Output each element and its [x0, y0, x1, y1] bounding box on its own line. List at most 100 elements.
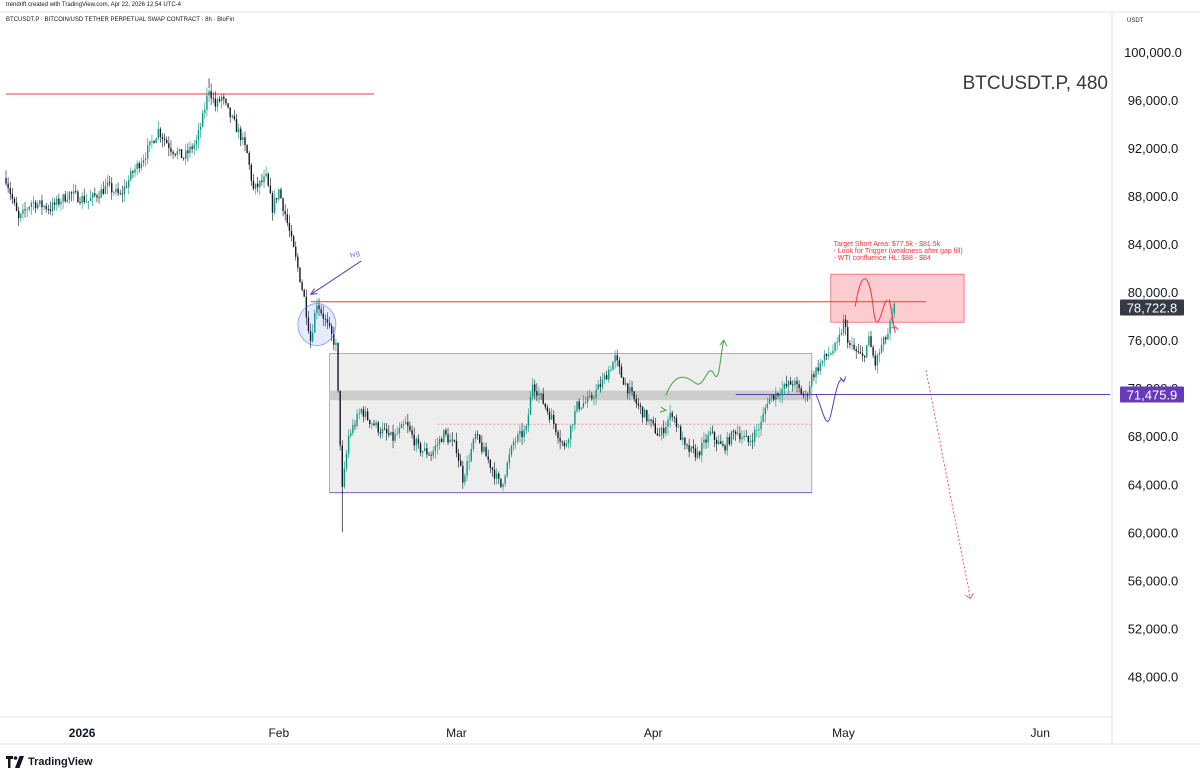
symbol-description: BTCUSDT.P · BITCOIN/USD TETHER PERPETUAL… [6, 17, 235, 23]
candle [597, 379, 599, 390]
candle [189, 141, 191, 158]
candle-body [893, 303, 895, 314]
candle [106, 175, 109, 195]
candle [847, 319, 849, 349]
candle [246, 144, 248, 154]
candle-body [679, 426, 682, 440]
candle [830, 351, 832, 356]
candle-body [667, 420, 669, 427]
candle [878, 348, 881, 363]
candle-body [254, 183, 257, 189]
candles [5, 83, 895, 495]
candle [366, 408, 369, 421]
candle [806, 392, 809, 402]
candle-body [66, 199, 69, 202]
bullish-projection-arrowhead [719, 339, 728, 347]
candle-body [690, 446, 692, 452]
candle [479, 434, 481, 444]
candle-body [768, 398, 771, 404]
candle [168, 136, 170, 157]
candle-body [72, 191, 75, 194]
candle [144, 152, 147, 167]
candle-body [565, 443, 568, 447]
candle-body [430, 455, 432, 457]
candle [85, 193, 88, 204]
candle-body [885, 337, 887, 340]
candle [337, 342, 339, 393]
candle [498, 471, 500, 485]
candle [445, 428, 447, 437]
candle-body [352, 425, 354, 434]
candle-body [460, 460, 462, 467]
candle-body [732, 431, 735, 433]
candle [267, 172, 269, 187]
candle-body [823, 353, 826, 361]
candle-body [855, 349, 857, 352]
candle [802, 391, 805, 399]
candle [711, 425, 714, 434]
candle [301, 279, 303, 292]
candle [125, 181, 128, 189]
candle [715, 436, 718, 452]
candle-body [290, 230, 293, 237]
candle [861, 346, 864, 362]
candle [682, 431, 684, 446]
candle-body [783, 383, 785, 389]
candle [121, 185, 124, 203]
tradingview-logo[interactable]: TradingView [6, 754, 93, 770]
candle-body [100, 188, 102, 198]
candle [618, 357, 621, 375]
candle [648, 414, 650, 425]
candle-body [584, 402, 587, 404]
candle [195, 134, 198, 151]
candle [350, 428, 352, 438]
candle [34, 199, 37, 213]
candle-body [240, 128, 242, 141]
candle [28, 205, 30, 212]
candle [432, 446, 434, 460]
candle [316, 298, 318, 320]
candle [781, 380, 783, 404]
candle [531, 378, 534, 401]
candle-body [214, 98, 217, 107]
candle [440, 436, 443, 443]
candle [650, 419, 652, 428]
chart-header: trendrift created with TradingView.com, … [0, 0, 1200, 12]
candle-body [151, 140, 153, 142]
candle-body [170, 147, 172, 152]
y-tick-label: 92,000.0 [1128, 141, 1179, 156]
candle [874, 350, 876, 370]
candle-body [166, 139, 168, 144]
candle-body [223, 96, 225, 99]
candle-body [576, 401, 578, 412]
candle [411, 425, 413, 439]
candle [328, 316, 331, 329]
candle [358, 408, 360, 420]
candle [51, 197, 54, 217]
candle [677, 423, 680, 428]
candle-body [47, 209, 49, 210]
candle [641, 406, 644, 424]
fvg-arrow-line [310, 260, 362, 295]
candle-body [343, 468, 346, 487]
candle-body [77, 191, 79, 203]
candle [197, 122, 200, 149]
candle-body [542, 393, 544, 404]
candle-body [567, 439, 570, 444]
candle-body [753, 430, 756, 442]
candle [5, 170, 7, 186]
candle-body [379, 432, 382, 434]
candle [743, 430, 745, 441]
candle-body [531, 384, 534, 397]
candle-body [671, 412, 673, 418]
candle [821, 360, 824, 367]
candle-body [491, 467, 494, 470]
candle [521, 423, 523, 445]
candle [792, 380, 794, 392]
candle [212, 92, 214, 104]
candle-body [102, 188, 104, 194]
candle-body [436, 444, 439, 447]
candle-body [806, 394, 809, 396]
candle-body [22, 209, 24, 214]
